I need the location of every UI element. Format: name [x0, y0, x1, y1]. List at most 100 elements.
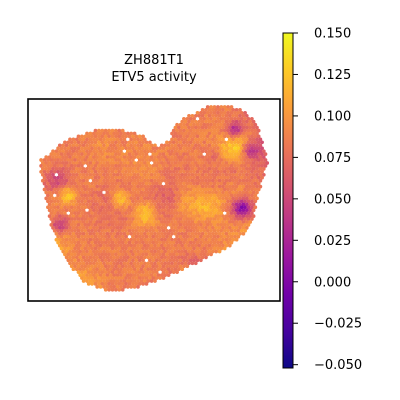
spot: [68, 243, 72, 248]
spot: [187, 190, 191, 195]
spot: [149, 231, 154, 236]
spot: [90, 234, 94, 239]
spot: [238, 178, 242, 183]
spot: [217, 249, 222, 254]
spot: [86, 234, 91, 239]
spot: [125, 267, 130, 272]
spot: [222, 152, 227, 156]
spot: [120, 205, 125, 210]
spot: [204, 231, 208, 236]
spot: [255, 184, 259, 189]
spot: [80, 158, 84, 162]
spot: [95, 149, 100, 154]
spot: [98, 190, 103, 195]
spot: [93, 205, 98, 210]
spot: [170, 167, 174, 171]
spot: [125, 231, 130, 236]
spot: [227, 161, 232, 165]
spot: [151, 276, 156, 280]
spot: [239, 128, 244, 133]
spot: [207, 184, 212, 189]
spot: [107, 128, 111, 133]
spot: [69, 140, 74, 145]
spot: [54, 208, 59, 213]
spot: [250, 211, 254, 215]
spot: [115, 208, 120, 213]
spot: [59, 199, 64, 204]
spot: [199, 111, 203, 115]
spot: [141, 146, 145, 151]
spot: [66, 223, 71, 227]
spot: [178, 187, 183, 192]
spot: [149, 178, 154, 183]
spot: [248, 137, 253, 142]
spot: [119, 167, 123, 171]
spot: [210, 131, 215, 136]
spot: [231, 137, 236, 142]
spot: [122, 261, 127, 266]
spot: [112, 285, 117, 289]
spot: [103, 146, 108, 151]
spot: [202, 217, 207, 221]
spot: [197, 255, 202, 260]
spot: [222, 205, 227, 210]
spot: [93, 128, 98, 133]
spot: [142, 190, 147, 195]
spot: [239, 205, 244, 210]
spot: [110, 234, 115, 239]
spot: [76, 187, 81, 192]
spot: [112, 267, 117, 272]
spot: [185, 175, 190, 180]
spot: [66, 199, 71, 204]
spot: [80, 246, 84, 251]
spot: [202, 111, 207, 115]
spot: [258, 137, 263, 142]
spot: [86, 152, 91, 156]
spot: [200, 131, 205, 136]
spot: [178, 140, 183, 145]
spot: [127, 282, 132, 286]
spot: [107, 217, 111, 221]
spot: [64, 149, 69, 154]
spot: [221, 220, 225, 224]
spot: [81, 267, 86, 272]
spot: [195, 140, 200, 145]
spot: [49, 211, 54, 215]
spot: [188, 193, 193, 198]
spot: [176, 231, 181, 236]
spot: [132, 143, 137, 148]
spot: [180, 249, 185, 254]
spot: [173, 184, 178, 189]
spot: [185, 240, 190, 245]
spot: [74, 208, 79, 213]
spot: [248, 178, 253, 183]
spot: [122, 237, 127, 242]
spot: [207, 243, 212, 248]
spot: [88, 255, 93, 260]
spot: [144, 264, 149, 269]
spot: [46, 164, 50, 168]
spot: [107, 287, 111, 292]
spot: [102, 214, 106, 218]
spot: [110, 240, 115, 245]
spot: [176, 226, 181, 230]
spot: [180, 231, 185, 236]
spot: [131, 134, 135, 139]
spot: [151, 252, 156, 257]
spot: [76, 193, 81, 198]
spot: [265, 161, 270, 165]
spot: [222, 187, 227, 192]
spot: [141, 258, 145, 263]
spot: [69, 246, 74, 251]
spot: [204, 226, 208, 230]
spot: [158, 234, 162, 239]
spot: [141, 175, 145, 180]
spot: [136, 249, 140, 254]
spot: [204, 202, 208, 207]
spot: [246, 223, 251, 227]
spot: [42, 169, 47, 174]
spot: [49, 193, 54, 198]
spot: [108, 202, 113, 207]
spot: [71, 249, 76, 254]
spot: [80, 134, 84, 139]
